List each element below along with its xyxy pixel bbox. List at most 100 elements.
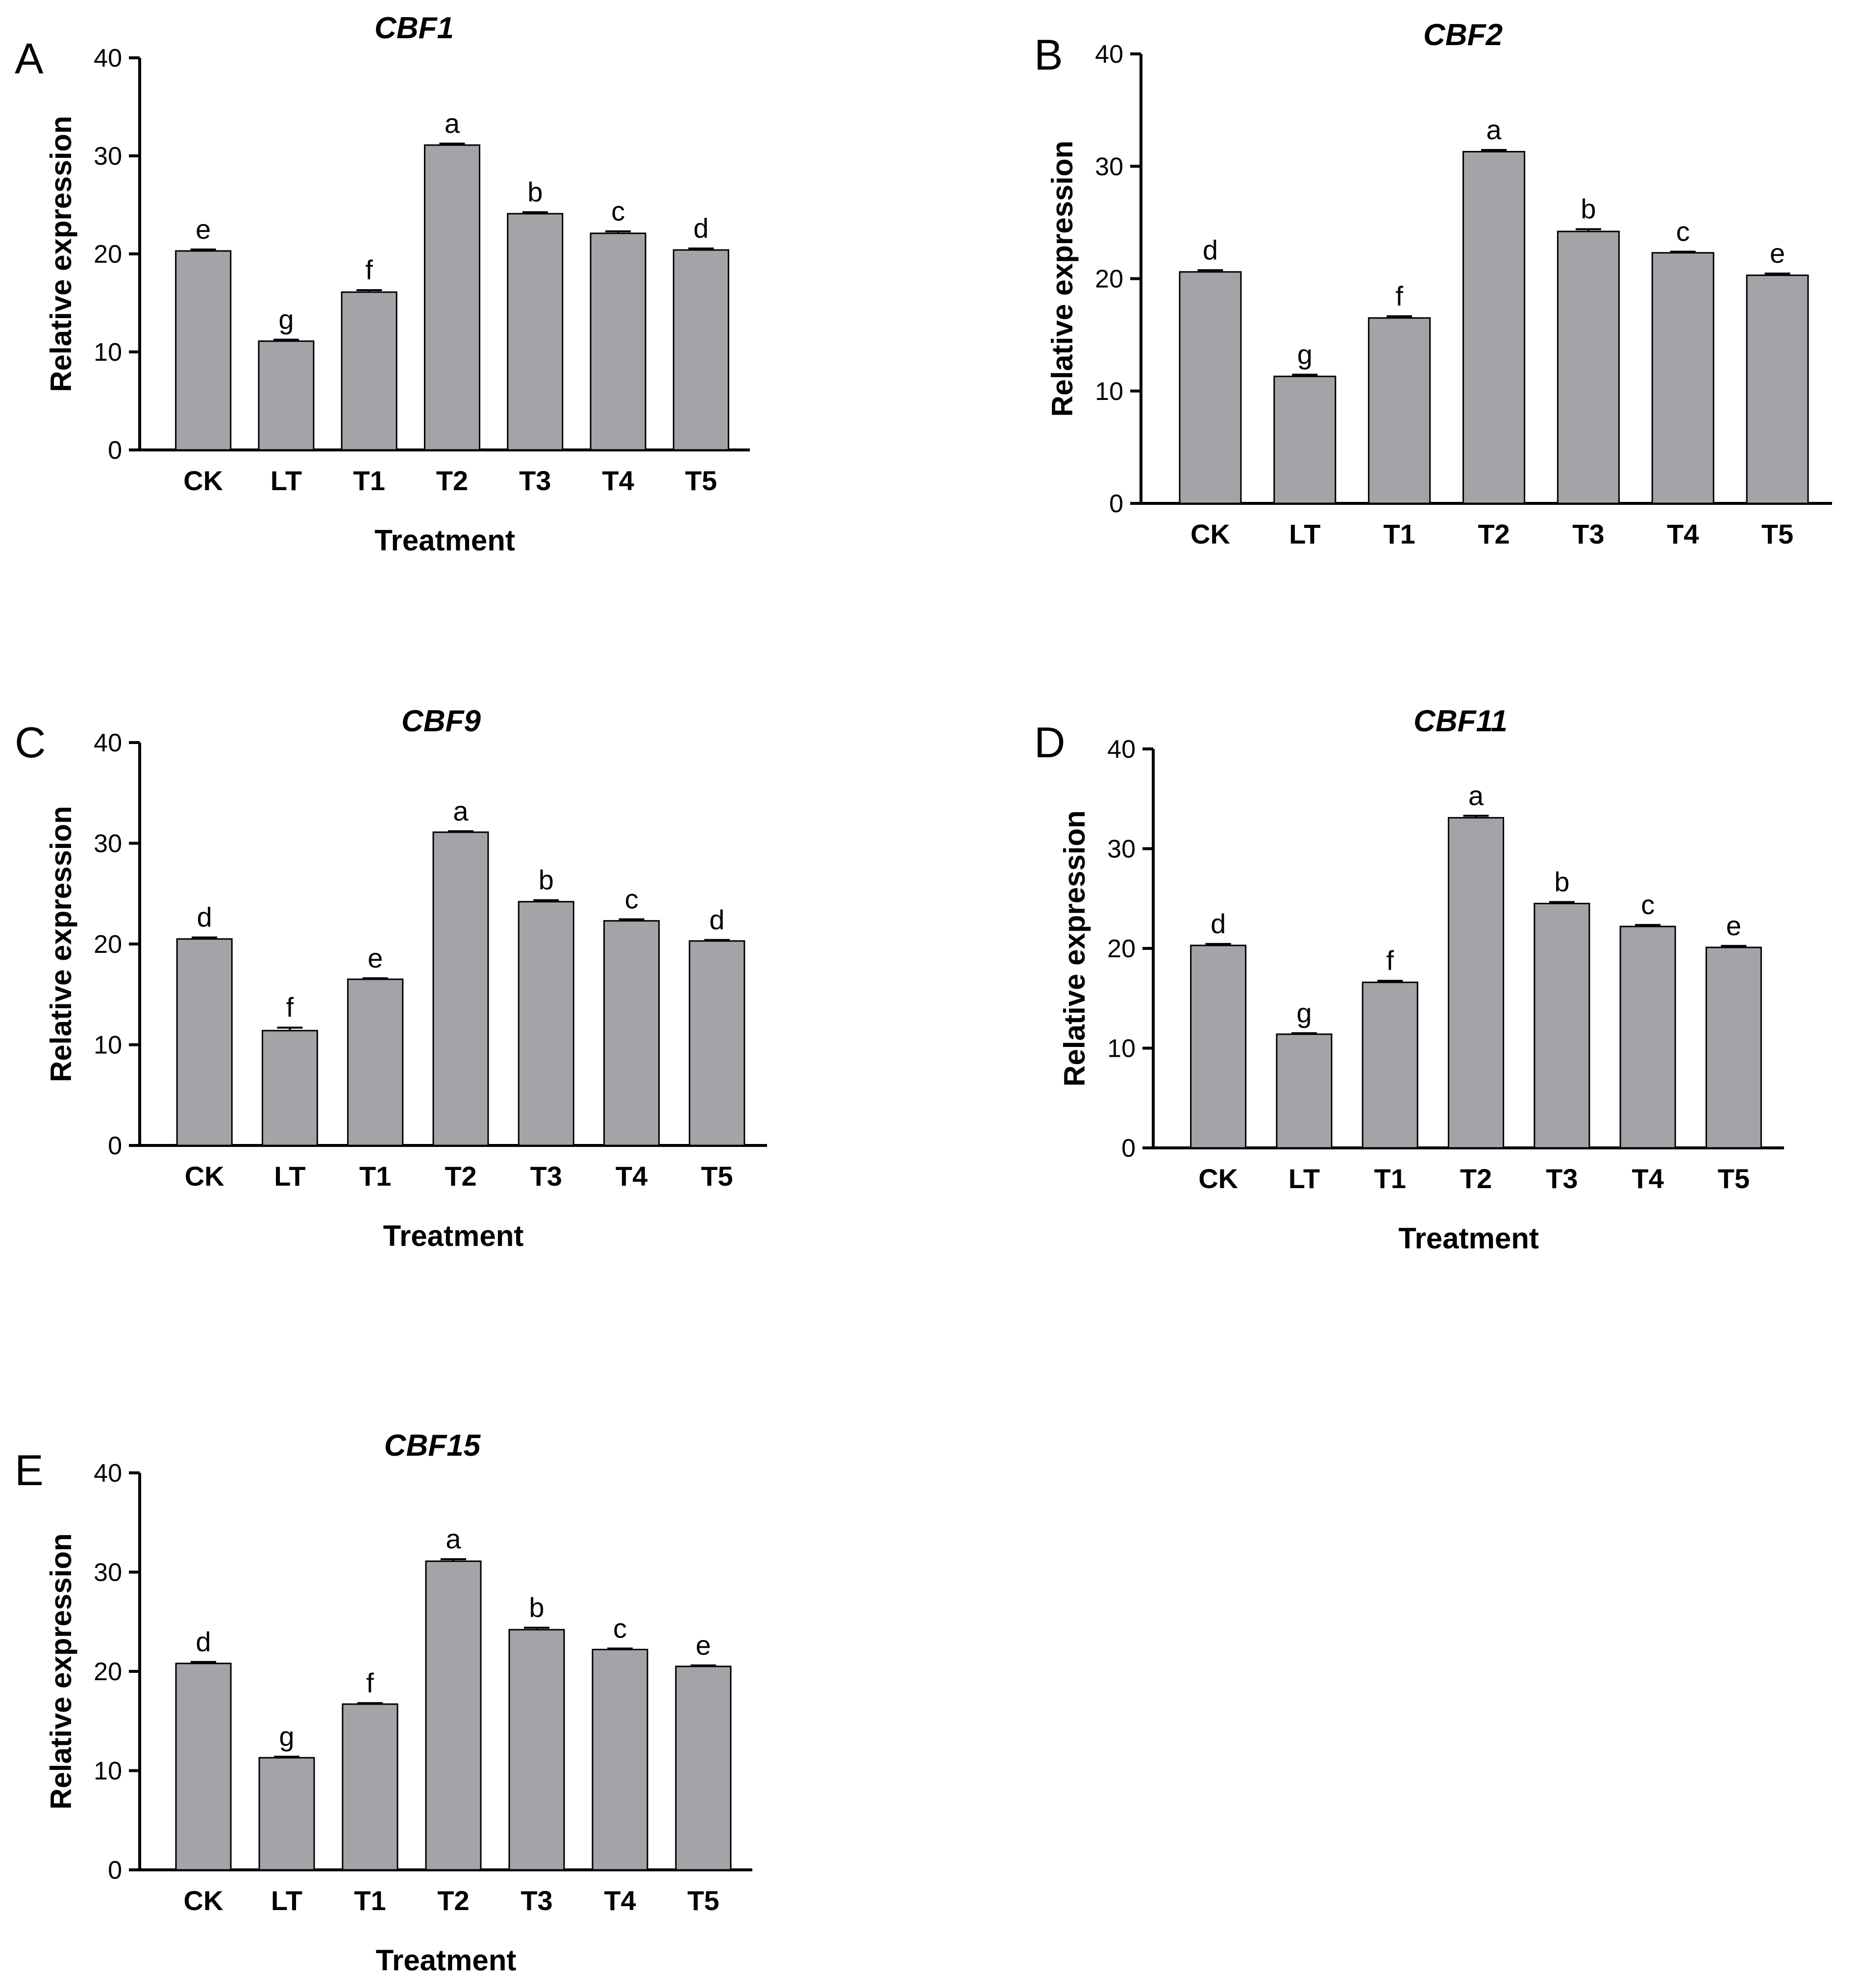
panel-letter: D bbox=[1034, 718, 1066, 767]
y-axis-label: Relative expression bbox=[1058, 810, 1091, 1087]
x-tick-label: T4 bbox=[604, 1885, 636, 1916]
chart-title: CBF9 bbox=[401, 704, 481, 738]
x-tick-label: T3 bbox=[1572, 519, 1604, 549]
x-tick-label: T2 bbox=[1460, 1163, 1492, 1194]
bar-t5 bbox=[672, 249, 729, 451]
bar-ck bbox=[176, 938, 233, 1146]
x-tick-label: T5 bbox=[1761, 519, 1793, 549]
x-tick-label: T3 bbox=[530, 1161, 562, 1192]
significance-letter: c bbox=[611, 196, 625, 226]
significance-letter: c bbox=[625, 884, 639, 915]
significance-letter: b bbox=[1554, 866, 1569, 897]
significance-letter: b bbox=[539, 865, 554, 895]
y-tick-label: 10 bbox=[94, 1031, 122, 1060]
y-tick-label: 10 bbox=[1095, 377, 1123, 406]
panel-letter: B bbox=[1034, 30, 1063, 79]
y-tick-label: 40 bbox=[94, 1459, 122, 1488]
x-tick-label: CK bbox=[184, 1885, 223, 1916]
bar-lt bbox=[1273, 375, 1337, 504]
x-tick-label: T5 bbox=[701, 1161, 733, 1192]
x-axis-label: Treatment bbox=[374, 524, 515, 557]
bar-lt bbox=[258, 340, 315, 451]
bar-t1 bbox=[1362, 981, 1418, 1149]
significance-letter: e bbox=[1726, 910, 1741, 941]
x-tick-label: T2 bbox=[445, 1161, 476, 1192]
bar-t5 bbox=[1746, 274, 1809, 504]
bar-t1 bbox=[341, 291, 397, 451]
y-tick-label: 30 bbox=[1095, 152, 1123, 181]
x-axis-label: Treatment bbox=[1398, 1222, 1539, 1255]
x-tick-label: T1 bbox=[1374, 1163, 1406, 1194]
significance-letter: b bbox=[529, 1592, 544, 1623]
significance-letter: d bbox=[709, 904, 724, 935]
significance-letter: f bbox=[365, 254, 373, 285]
x-tick-label: CK bbox=[183, 465, 223, 496]
bar-lt bbox=[258, 1757, 315, 1871]
bar-t3 bbox=[507, 213, 564, 451]
significance-letter: a bbox=[446, 1523, 461, 1554]
y-tick-label: 20 bbox=[94, 930, 122, 959]
y-tick-label: 0 bbox=[108, 436, 122, 465]
y-tick-label: 10 bbox=[94, 1757, 122, 1786]
bar-ck bbox=[175, 250, 232, 451]
significance-letter: d bbox=[1203, 234, 1218, 265]
bar-t3 bbox=[1557, 230, 1620, 504]
x-tick-label: LT bbox=[271, 1885, 302, 1916]
y-tick-label: 30 bbox=[94, 1559, 122, 1587]
x-tick-label: T4 bbox=[616, 1161, 647, 1192]
significance-letter: e bbox=[196, 214, 211, 245]
chart-panel-b: B CBF2 0 10 20 30 40 d CK g LT f T1 a T2 b T3 c T4 e T5 Relat… bbox=[1034, 18, 1832, 549]
y-tick-label: 0 bbox=[108, 1856, 122, 1885]
panel-letter: A bbox=[15, 34, 44, 83]
y-tick-label: 30 bbox=[94, 830, 122, 858]
bar-t5 bbox=[1705, 946, 1762, 1149]
bar-lt bbox=[1276, 1033, 1333, 1149]
bar-t5 bbox=[689, 940, 745, 1146]
y-axis-label: Relative expression bbox=[45, 116, 77, 392]
significance-letter: f bbox=[1395, 280, 1403, 311]
significance-letter: a bbox=[1468, 780, 1484, 811]
bar-ck bbox=[175, 1663, 232, 1871]
significance-letter: e bbox=[368, 943, 383, 973]
chart-panel-e: E CBF15 0 10 20 30 40 d CK g LT f T1 a T2 b T3 c T4 e T5 Trea… bbox=[15, 1429, 752, 1977]
chart-title: CBF15 bbox=[384, 1429, 481, 1463]
bar-t2 bbox=[425, 1560, 482, 1871]
y-axis-label: Relative expression bbox=[1046, 141, 1079, 417]
significance-letter: g bbox=[279, 1721, 294, 1752]
x-tick-label: T4 bbox=[602, 465, 634, 496]
y-tick-label: 40 bbox=[94, 44, 122, 73]
y-tick-label: 30 bbox=[94, 142, 122, 171]
x-tick-label: CK bbox=[1198, 1163, 1238, 1194]
panel-letter: C bbox=[15, 718, 46, 767]
significance-letter: f bbox=[286, 992, 294, 1023]
bar-ck bbox=[1190, 944, 1247, 1149]
x-tick-label: T2 bbox=[436, 465, 468, 496]
bar-t2 bbox=[1462, 150, 1525, 504]
significance-letter: b bbox=[527, 176, 543, 207]
significance-letter: a bbox=[445, 108, 460, 139]
x-tick-label: T2 bbox=[437, 1885, 469, 1916]
y-tick-label: 10 bbox=[94, 338, 122, 367]
significance-letter: f bbox=[1386, 945, 1394, 976]
significance-letter: c bbox=[1641, 889, 1655, 920]
y-axis-label: Relative expression bbox=[45, 1533, 77, 1810]
x-tick-label: T4 bbox=[1667, 519, 1699, 549]
x-tick-label: LT bbox=[1289, 1163, 1320, 1194]
significance-letter: e bbox=[1770, 238, 1785, 269]
panel-letter: E bbox=[15, 1446, 44, 1494]
x-tick-label: LT bbox=[1289, 519, 1320, 549]
bar-t4 bbox=[590, 232, 646, 451]
x-tick-label: CK bbox=[1190, 519, 1230, 549]
y-tick-label: 20 bbox=[94, 1658, 122, 1686]
x-tick-label: LT bbox=[271, 465, 302, 496]
y-tick-label: 0 bbox=[1121, 1134, 1136, 1163]
x-tick-label: T5 bbox=[687, 1885, 719, 1916]
x-tick-label: T4 bbox=[1632, 1163, 1663, 1194]
bar-t3 bbox=[1534, 902, 1590, 1149]
significance-letter: a bbox=[1486, 114, 1502, 145]
significance-letter: g bbox=[1296, 997, 1312, 1028]
significance-letter: g bbox=[1297, 339, 1313, 370]
bar-t2 bbox=[1448, 817, 1504, 1149]
x-tick-label: T5 bbox=[685, 465, 717, 496]
